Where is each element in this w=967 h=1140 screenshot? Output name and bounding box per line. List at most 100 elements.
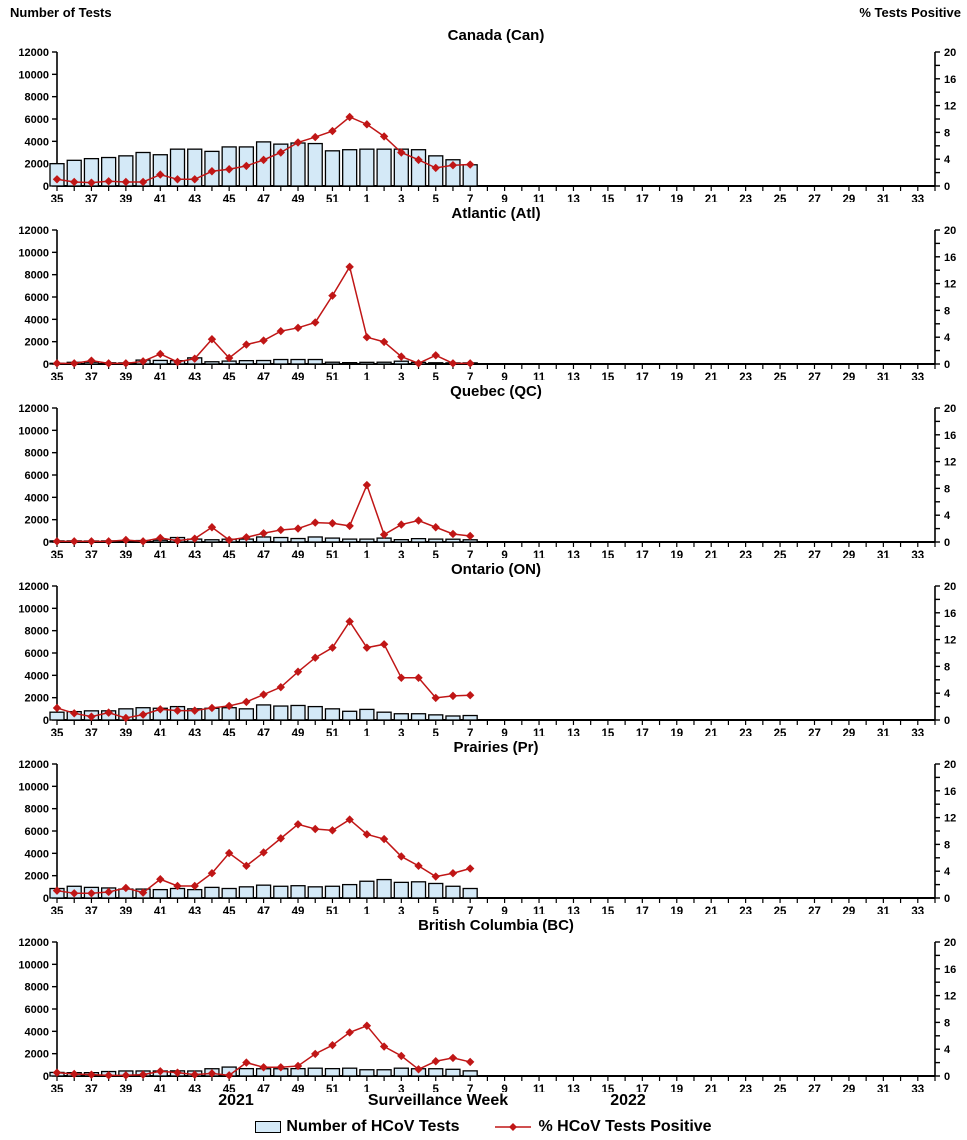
y-left-axis: 0 2000 4000 6000 8000 10000 12000	[18, 937, 58, 1083]
y-right-tick-label: 20	[944, 937, 956, 949]
y-left-tick-label: 6000	[25, 648, 49, 660]
diamond-marker-icon	[397, 520, 406, 529]
bar	[324, 361, 341, 365]
bar	[273, 358, 289, 365]
diamond-marker-icon	[156, 705, 165, 714]
y-right-tick-label: 8	[944, 661, 950, 673]
bars-series	[49, 878, 478, 899]
y-left-tick-label: 4000	[25, 314, 49, 326]
x-tick-label: 49	[292, 728, 305, 736]
bar	[462, 714, 478, 721]
x-tick-label: 13	[567, 1084, 580, 1092]
y-left-tick-label: 12000	[18, 937, 49, 949]
diamond-marker-icon	[70, 889, 79, 898]
bar	[255, 359, 272, 365]
diamond-marker-icon	[52, 175, 62, 184]
y-left-tick-label: 6000	[25, 114, 49, 126]
diamond-marker-icon	[52, 537, 62, 546]
x-tick-label: 23	[739, 728, 752, 736]
bar	[221, 887, 237, 899]
x-tick-label: 21	[705, 550, 718, 558]
x-tick-label: 1	[364, 906, 371, 914]
y-left-tick-label: 10000	[18, 603, 49, 615]
y-left-tick-label: 12000	[18, 225, 49, 237]
bar	[359, 361, 375, 365]
diamond-marker-icon	[70, 359, 79, 368]
x-tick-label: 33	[911, 194, 924, 202]
diamond-marker-icon	[448, 869, 458, 878]
chart-panel-british-columbia: British Columbia (BC)0200040006000800010…	[18, 917, 956, 1092]
diamond-marker-icon	[190, 354, 199, 363]
diamond-marker-icon	[448, 691, 458, 701]
diamond-marker-icon	[345, 112, 354, 122]
panel-title: Ontario (ON)	[451, 561, 541, 578]
diamond-marker-icon	[397, 352, 406, 361]
bar	[187, 888, 203, 899]
y-left-axis: 0 2000 4000 6000 8000 10000 12000	[18, 47, 58, 193]
diamond-marker-icon	[448, 529, 458, 539]
y-right-axis: 0 4 8 12 16 20	[934, 937, 956, 1083]
diamond-marker-icon	[465, 691, 475, 700]
x-tick-label: 23	[739, 194, 752, 202]
y-right-tick-label: 8	[944, 305, 950, 317]
diamond-marker-icon	[173, 706, 182, 715]
x-tick-label: 21	[705, 728, 718, 736]
header: Number of Tests % Tests Positive	[0, 0, 967, 24]
bar	[290, 885, 306, 899]
bar	[428, 1068, 444, 1077]
x-tick-label: 7	[467, 372, 473, 380]
bar	[238, 886, 255, 899]
x-tick-label: 27	[808, 550, 821, 558]
bar	[273, 536, 289, 543]
x-tick-label: 31	[877, 550, 890, 558]
diamond-marker-icon	[379, 530, 389, 539]
y-right-tick-label: 0	[944, 359, 950, 371]
diamond-marker-icon	[431, 351, 440, 360]
diamond-marker-icon	[224, 165, 234, 174]
diamond-marker-icon	[431, 523, 440, 532]
diamond-marker-icon	[328, 291, 337, 300]
x-tick-label: 27	[808, 1084, 821, 1092]
bar	[273, 885, 289, 899]
x-tick-label: 17	[636, 728, 649, 736]
y-right-tick-label: 20	[944, 581, 956, 593]
diamond-marker-icon	[190, 175, 199, 184]
x-tick-label: 9	[501, 1084, 507, 1092]
chart-panel-canada: Canada (Can)0200040006000800010000120000…	[18, 27, 956, 202]
diamond-marker-icon	[52, 359, 62, 368]
y-left-axis: 0 2000 4000 6000 8000 10000 12000	[18, 403, 58, 549]
y-left-tick-label: 10000	[18, 425, 49, 437]
bar	[307, 705, 323, 721]
x-tick-label: 45	[223, 906, 236, 914]
diamond-marker-icon	[379, 337, 389, 347]
x-tick-label: 23	[739, 1084, 752, 1092]
year-2021-label: 2021	[218, 1092, 254, 1109]
pct-legend-label: % HCoV Tests Positive	[538, 1118, 712, 1135]
x-tick-label: 13	[567, 728, 580, 736]
diamond-marker-icon	[259, 529, 268, 538]
x-tick-label: 7	[467, 728, 473, 736]
bar	[445, 885, 461, 899]
y-right-tick-label: 8	[944, 1017, 950, 1029]
diamond-marker-icon	[121, 535, 131, 545]
y-right-tick-label: 12	[944, 991, 956, 1003]
x-tick-label: 3	[398, 1084, 404, 1092]
x-tick-label: 29	[843, 550, 856, 558]
diamond-marker-icon	[121, 177, 131, 187]
x-tick-label: 23	[739, 372, 752, 380]
x-tick-label: 33	[911, 906, 924, 914]
x-tick-label: 5	[433, 550, 440, 558]
y-left-tick-label: 2000	[25, 515, 49, 527]
diamond-marker-icon	[52, 886, 62, 895]
diamond-marker-icon	[362, 120, 372, 129]
x-tick-label: 3	[398, 728, 404, 736]
x-tick-label: 41	[154, 550, 167, 558]
x-tick-label: 35	[51, 194, 64, 202]
x-tick-label: 39	[119, 906, 132, 914]
y-left-tick-label: 12000	[18, 403, 49, 415]
x-tick-label: 31	[877, 1084, 890, 1092]
bar	[393, 881, 409, 899]
diamond-marker-icon	[104, 359, 113, 368]
diamond-marker-icon	[138, 888, 148, 897]
x-tick-label: 41	[154, 906, 167, 914]
